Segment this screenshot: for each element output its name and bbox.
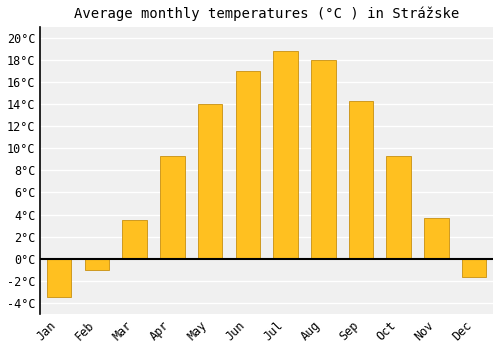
Bar bbox=[236, 71, 260, 259]
Bar bbox=[424, 218, 448, 259]
Bar bbox=[311, 60, 336, 259]
Bar bbox=[386, 156, 411, 259]
Bar bbox=[274, 51, 298, 259]
Title: Average monthly temperatures (°C ) in Strážske: Average monthly temperatures (°C ) in St… bbox=[74, 7, 460, 21]
Bar bbox=[160, 156, 184, 259]
Bar bbox=[84, 259, 109, 270]
Bar bbox=[462, 259, 486, 278]
Bar bbox=[47, 259, 72, 297]
Bar bbox=[122, 220, 147, 259]
Bar bbox=[348, 101, 374, 259]
Bar bbox=[198, 104, 222, 259]
